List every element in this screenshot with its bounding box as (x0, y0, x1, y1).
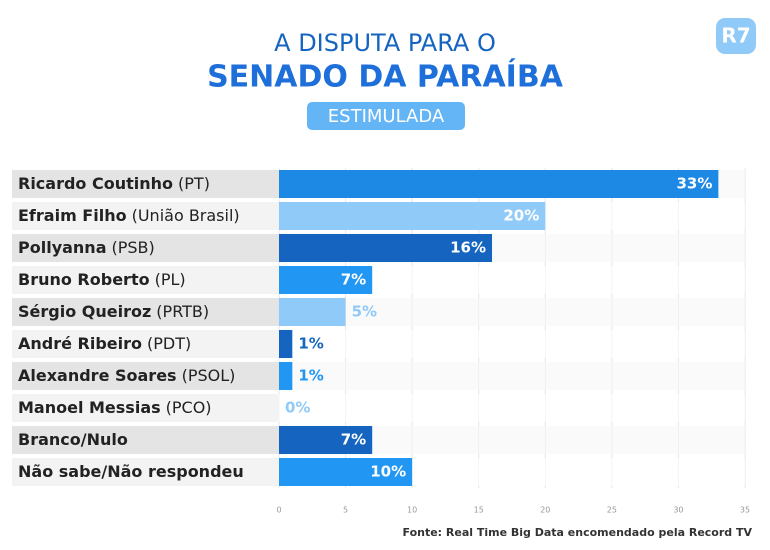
category-party: (PL) (155, 270, 186, 289)
row-bg (12, 170, 279, 198)
x-tick-label: 30 (673, 506, 683, 515)
bar (279, 298, 346, 326)
bar (279, 170, 719, 198)
value-label: 1% (298, 367, 323, 385)
category-party: (União Brasil) (132, 206, 240, 225)
bar (279, 458, 413, 486)
row-bg (12, 458, 279, 486)
row-bg (12, 298, 279, 326)
bar (279, 426, 373, 454)
chart-title: A DISPUTA PARA O (274, 29, 496, 57)
category-name: Alexandre Soares (18, 366, 177, 385)
x-tick-label: 20 (540, 506, 550, 515)
category-name: Bruno Roberto (18, 270, 150, 289)
row-bg (12, 426, 279, 454)
source: Fonte: Real Time Big Data encomendado pe… (403, 526, 753, 539)
value-label: 10% (370, 463, 406, 481)
row-bg (12, 234, 279, 262)
value-label: 7% (341, 431, 366, 449)
bar (279, 362, 293, 390)
category-name: Não sabe/Não respondeu (18, 462, 244, 481)
bar (279, 234, 493, 262)
x-tick-label: 35 (740, 506, 750, 515)
row-bg (12, 266, 279, 294)
category-label: Bruno Roberto (PL) (18, 270, 186, 289)
category-label: Ricardo Coutinho (PT) (18, 174, 210, 193)
value-label: 5% (352, 303, 377, 321)
category-party: (PSOL) (182, 366, 236, 385)
chart-subtitle: SENADO DA PARAÍBA (207, 59, 564, 95)
category-label: Não sabe/Não respondeu (18, 462, 244, 481)
value-label: 0% (285, 399, 310, 417)
row-bg (12, 330, 279, 358)
category-label: Branco/Nulo (18, 430, 128, 449)
row-bg-right (279, 362, 745, 390)
value-label: 16% (450, 239, 486, 257)
x-tick-label: 25 (607, 506, 617, 515)
badge-bg (307, 102, 465, 130)
category-name: André Ribeiro (18, 334, 142, 353)
category-party: (PSB) (112, 238, 155, 257)
logo: R7 (721, 24, 750, 48)
category-party: (PCO) (166, 398, 212, 417)
bar (279, 266, 373, 294)
category-name: Sérgio Queiroz (18, 302, 151, 321)
value-label: 7% (341, 271, 366, 289)
row-bg-right (279, 298, 745, 326)
x-tick-label: 15 (474, 506, 484, 515)
category-name: Manoel Messias (18, 398, 161, 417)
value-label: 1% (298, 335, 323, 353)
row-bg (12, 202, 279, 230)
category-party: (PRTB) (156, 302, 209, 321)
x-tick-label: 10 (407, 506, 417, 515)
category-name: Ricardo Coutinho (18, 174, 173, 193)
bar (279, 330, 293, 358)
x-tick-label: 5 (343, 506, 348, 515)
category-name: Efraim Filho (18, 206, 127, 225)
category-label: Manoel Messias (PCO) (18, 398, 212, 417)
logo-bg (716, 18, 756, 54)
category-party: (PDT) (147, 334, 191, 353)
row-bg-right (279, 394, 745, 422)
category-label: Pollyanna (PSB) (18, 238, 155, 257)
row-bg-right (279, 330, 745, 358)
category-label: André Ribeiro (PDT) (18, 334, 191, 353)
row-bg (12, 362, 279, 390)
category-label: Sérgio Queiroz (PRTB) (18, 302, 209, 321)
value-label: 33% (676, 175, 712, 193)
value-label: 20% (503, 207, 539, 225)
x-tick-label: 0 (276, 506, 281, 515)
badge: ESTIMULADA (328, 106, 445, 127)
category-name: Pollyanna (18, 238, 107, 257)
category-name: Branco/Nulo (18, 430, 128, 449)
category-label: Efraim Filho (União Brasil) (18, 206, 240, 225)
row-bg (12, 394, 279, 422)
category-label: Alexandre Soares (PSOL) (18, 366, 235, 385)
bar (279, 202, 546, 230)
category-party: (PT) (178, 174, 210, 193)
